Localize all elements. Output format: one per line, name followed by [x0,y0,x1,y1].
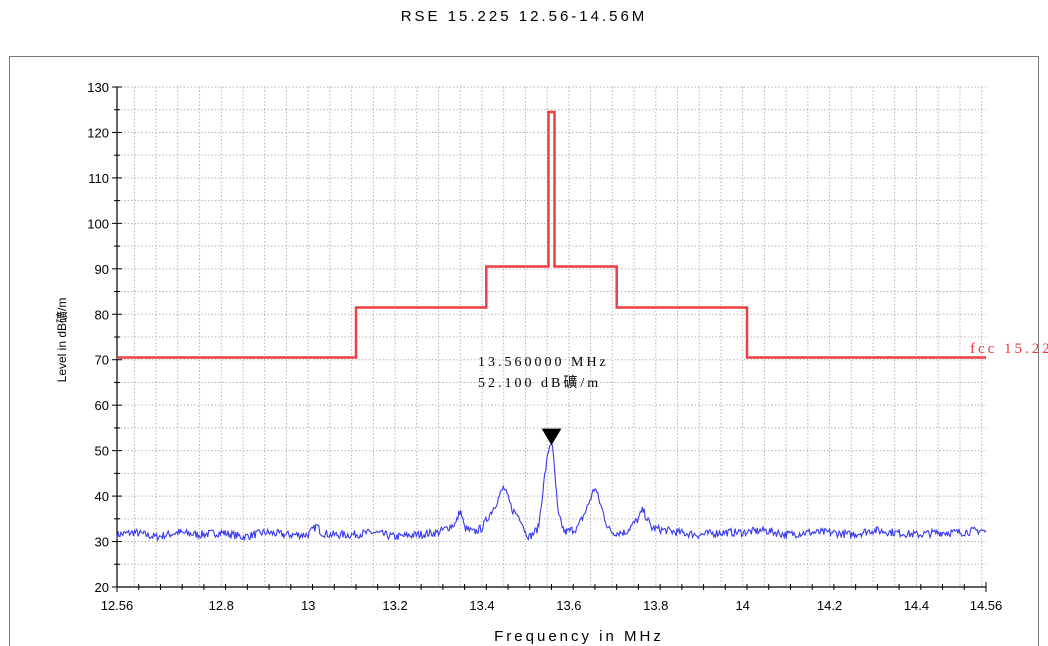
marker-frequency-label: 13.560000 MHz [478,355,609,370]
series-group [116,110,987,543]
x-tick-label: 13.6 [556,598,581,613]
x-tick-label: 14.2 [817,598,842,613]
x-tick-labels: 12.56 12.8 13 13.2 13.4 13.6 13.8 14 14.2 14.4 14.… [101,598,1003,613]
x-tick-label: 13.2 [382,598,407,613]
y-tick-label: 110 [88,171,109,186]
y-tick-label: 60 [95,398,109,413]
marker-level-label: 52.100 dB礦/m [478,374,601,391]
y-tick-label: 90 [95,262,109,277]
x-tick-label: 12.8 [209,598,234,613]
x-tick-label: 13 [301,598,315,613]
y-axis-label: Level in dB礦/m [54,298,69,383]
chart-title: RSE 15.225 12.56-14.56M [400,8,648,25]
grid [117,86,986,587]
x-tick-label: 14.4 [904,598,929,613]
plot-frame [9,56,1039,646]
limit-line [117,110,986,359]
marker-group: 13.560000 MHz 52.100 dB礦/m [478,355,609,446]
y-tick-label: 80 [95,307,109,322]
x-axis-label: Frequency in MHz [494,628,664,645]
y-tick-label: 40 [95,489,109,504]
x-tick-label: 12.56 [101,598,134,613]
axes [112,86,987,592]
x-tick-label: 14.56 [970,598,1003,613]
y-tick-label: 50 [95,444,109,459]
y-tick-label: 70 [95,353,109,368]
y-tick-label: 100 [87,216,109,231]
y-tick-label: 130 [87,80,109,95]
y-tick-label: 120 [87,125,109,140]
y-tick-labels: 20 30 40 50 60 70 80 90 100 110 120 130 [87,80,109,595]
x-tick-label: 14 [735,598,749,613]
limit-line-label: fcc 15.225 E MASK 3m [970,341,1048,357]
measurement-trace [116,441,987,543]
x-tick-label: 13.8 [643,598,668,613]
peak-marker-icon [541,428,562,446]
x-tick-label: 13.4 [469,598,494,613]
y-tick-label: 20 [95,580,109,595]
y-tick-label: 30 [95,535,109,550]
